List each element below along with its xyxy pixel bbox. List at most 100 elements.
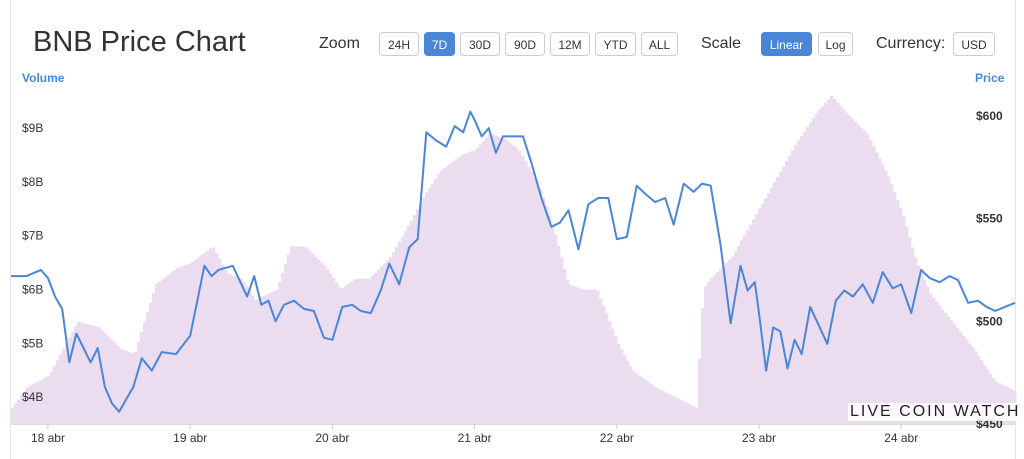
volume-bar <box>845 112 849 424</box>
volume-bar <box>404 231 408 424</box>
volume-bar <box>344 286 348 424</box>
volume-bar <box>437 174 441 424</box>
y-left-tick-label: $6B <box>22 282 43 296</box>
volume-bar <box>569 284 573 424</box>
volume-bar <box>530 172 534 424</box>
volume-bar <box>629 366 633 424</box>
volume-bar <box>212 247 216 424</box>
volume-bar <box>731 256 735 424</box>
x-tick-label: 22 abr <box>600 431 634 445</box>
volume-bar <box>980 360 984 424</box>
volume-bar <box>299 246 303 424</box>
volume-bar <box>734 251 738 424</box>
volume-bar <box>806 126 810 425</box>
volume-bar <box>98 327 102 424</box>
volume-bar <box>950 320 954 424</box>
volume-bar <box>635 373 639 424</box>
zoom-12m-button[interactable]: 12M <box>550 32 590 56</box>
volume-bar <box>38 380 42 424</box>
volume-bar <box>497 136 501 424</box>
volume-bar <box>518 150 522 424</box>
volume-bar <box>971 346 975 424</box>
volume-bar <box>506 141 510 424</box>
zoom-30d-button[interactable]: 30D <box>460 32 500 56</box>
volume-bar <box>104 333 108 424</box>
zoom-ytd-button[interactable]: YTD <box>595 32 636 56</box>
volume-bar <box>527 166 531 424</box>
volume-bar <box>158 281 162 424</box>
volume-bar <box>68 337 72 424</box>
volume-bar <box>173 270 177 424</box>
volume-bar <box>11 407 15 424</box>
volume-bar <box>56 360 60 424</box>
volume-bar <box>653 386 657 424</box>
volume-bar <box>32 383 36 424</box>
volume-bar <box>557 246 561 424</box>
volume-bar <box>668 394 672 424</box>
volume-bar <box>686 403 690 424</box>
zoom-24h-button[interactable]: 24H <box>379 32 419 56</box>
volume-bar <box>266 294 270 424</box>
volume-bar <box>254 299 258 424</box>
scale-log-button[interactable]: Log <box>818 32 853 56</box>
y-right-axis-title: Price <box>975 71 1005 85</box>
volume-bar <box>698 358 702 424</box>
volume-bar <box>902 216 906 424</box>
volume-bar <box>515 147 519 424</box>
volume-bar <box>656 388 660 424</box>
volume-bar <box>677 398 681 424</box>
volume-bar <box>986 369 990 424</box>
volume-bar <box>512 145 516 424</box>
volume-bar <box>638 375 642 424</box>
volume-bar <box>35 382 39 424</box>
volume-bar <box>524 161 528 425</box>
volume-bar <box>281 272 285 424</box>
volume-bar <box>815 113 819 424</box>
volume-bar <box>461 154 465 425</box>
volume-bar <box>632 370 636 424</box>
zoom-7d-button[interactable]: 7D <box>424 32 455 56</box>
volume-bar <box>827 99 831 425</box>
volume-bar <box>83 323 87 424</box>
volume-bar <box>920 272 924 424</box>
volume-bar <box>347 283 351 424</box>
volume-bar <box>725 262 729 424</box>
currency-label: Currency: <box>876 35 946 52</box>
volume-bar <box>566 280 570 424</box>
volume-bar <box>797 140 801 425</box>
volume-bar <box>626 360 630 424</box>
volume-bar <box>113 342 117 424</box>
volume-bar <box>164 277 168 424</box>
volume-bar <box>650 384 654 424</box>
volume-bar <box>665 392 669 424</box>
volume-bar <box>71 332 75 424</box>
volume-bar <box>842 109 846 424</box>
volume-bar <box>887 176 891 424</box>
zoom-all-button[interactable]: ALL <box>641 32 678 56</box>
volume-bar <box>410 220 414 424</box>
volume-bar <box>251 295 255 424</box>
volume-bar <box>143 322 147 424</box>
volume-bar <box>917 266 921 424</box>
volume-bar <box>473 150 477 424</box>
volume-bar <box>647 382 651 424</box>
volume-bar <box>422 197 426 424</box>
y-left-tick-label: $7B <box>22 229 43 243</box>
volume-bar <box>239 278 243 424</box>
volume-bar <box>74 326 78 424</box>
y-left-tick-label: $4B <box>22 390 43 404</box>
volume-bar <box>533 177 537 424</box>
volume-bar <box>194 259 198 424</box>
volume-bar <box>926 286 930 424</box>
currency-select[interactable]: USD <box>953 32 995 56</box>
scale-linear-button[interactable]: Linear <box>761 32 812 56</box>
volume-bar <box>302 246 306 424</box>
volume-bar <box>14 403 18 424</box>
volume-bar <box>53 366 57 424</box>
zoom-90d-button[interactable]: 90D <box>505 32 545 56</box>
volume-bar <box>341 288 345 424</box>
volume-bar <box>548 215 552 424</box>
volume-bar <box>782 166 786 424</box>
volume-bar <box>773 182 777 424</box>
volume-bar <box>695 407 699 424</box>
